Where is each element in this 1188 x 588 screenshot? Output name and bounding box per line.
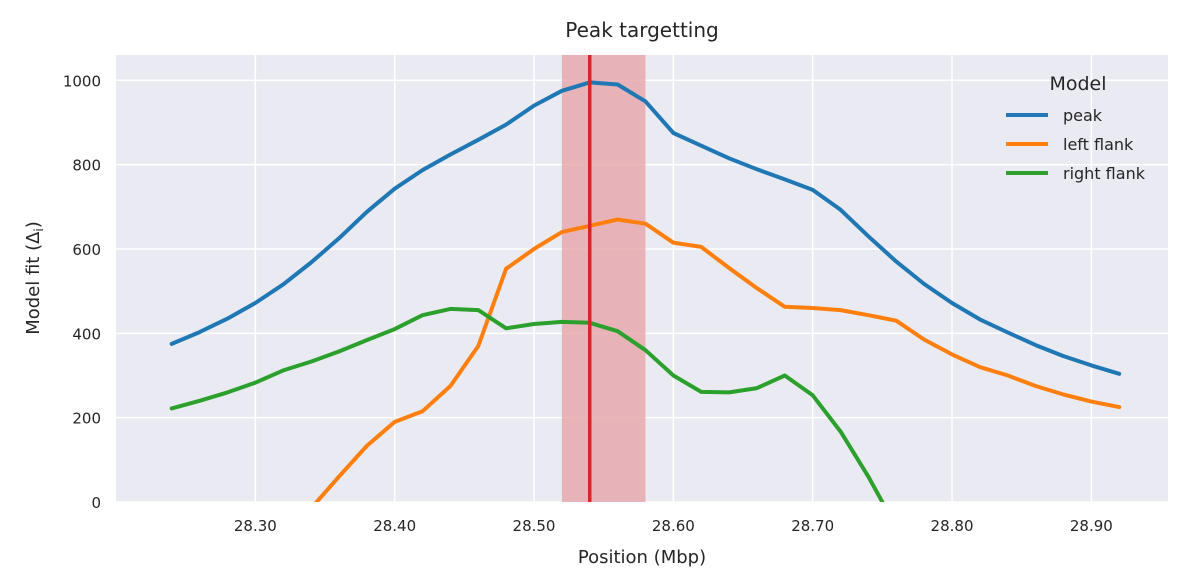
y-tick-label: 800 <box>72 157 101 175</box>
legend: Model peak left flank right flank <box>1006 73 1146 183</box>
x-tick-label: 28.40 <box>373 517 416 535</box>
x-tick-label: 28.70 <box>791 517 834 535</box>
y-tick-labels: 0 200 400 600 800 1000 <box>63 72 101 512</box>
y-tick-label: 400 <box>72 325 101 343</box>
legend-label: peak <box>1063 106 1103 125</box>
y-axis-label-subscript: i <box>32 228 46 231</box>
x-tick-labels: 28.30 28.40 28.50 28.60 28.70 28.80 28.90 <box>234 517 1113 535</box>
legend-items: peak left flank right flank <box>1006 106 1146 183</box>
y-tick-label: 200 <box>72 410 101 428</box>
y-tick-label: 0 <box>91 494 101 512</box>
highlight-band <box>561 55 646 502</box>
x-tick-label: 28.90 <box>1070 517 1113 535</box>
y-axis-label: Model fit (Δi) <box>23 221 46 335</box>
y-axis-label-main: Model fit (Δ <box>23 231 44 335</box>
legend-label: right flank <box>1063 164 1146 183</box>
legend-label: left flank <box>1063 135 1134 154</box>
y-tick-label: 600 <box>72 241 101 259</box>
series-line-right-flank <box>169 306 885 502</box>
legend-title: Model <box>1049 73 1106 95</box>
series-line-left-flank <box>313 217 1122 502</box>
series-line-peak <box>169 80 1122 376</box>
chart-title: Peak targetting <box>565 18 718 42</box>
y-tick-label: 1000 <box>63 72 101 90</box>
y-axis-label-suffix: ) <box>23 221 44 228</box>
x-tick-label: 28.80 <box>931 517 974 535</box>
series-lines <box>169 80 1122 502</box>
x-tick-label: 28.30 <box>234 517 277 535</box>
x-tick-label: 28.50 <box>513 517 556 535</box>
x-axis-label: Position (Mbp) <box>578 547 706 568</box>
x-tick-label: 28.60 <box>652 517 695 535</box>
